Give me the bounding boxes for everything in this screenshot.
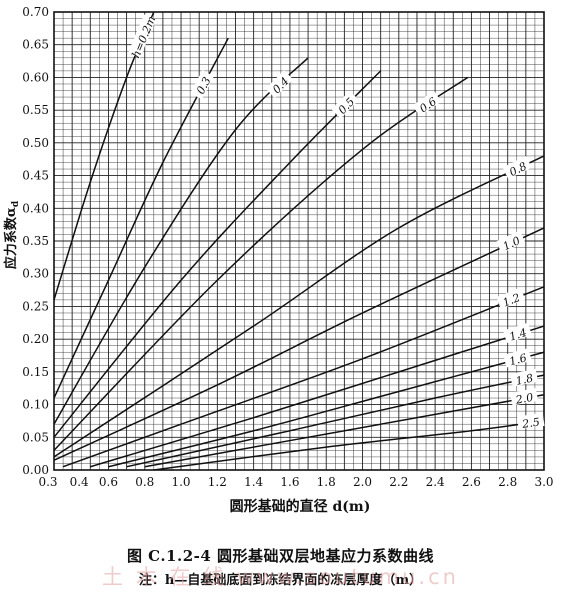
series-label: 1.8 [515, 372, 535, 388]
x-tick-label: 2.0 [353, 475, 372, 489]
series-line-11 [144, 394, 545, 468]
series-label-bg [331, 90, 359, 119]
series-line-9 [108, 351, 545, 468]
series-line-7 [62, 286, 545, 468]
y-tick-label: 0.45 [22, 169, 49, 183]
y-tick-label: 0.25 [22, 299, 49, 313]
plot-frame [53, 11, 545, 471]
y-tick-label: 0.65 [22, 38, 49, 52]
series-label: 2.0 [514, 391, 535, 407]
series-line-5 [53, 155, 545, 458]
series-line-4 [53, 76, 469, 451]
y-tick-label: 0.40 [22, 201, 49, 215]
y-tick-label: 0.20 [22, 332, 49, 346]
figure-caption: 图 C.1.2-4 圆形基础双层地基应力系数曲线 [126, 547, 435, 565]
y-tick-label: 0.00 [22, 463, 49, 477]
series-label: 2.5 [520, 416, 540, 431]
x-axis-label: 圆形基础的直径 d(m) [230, 498, 371, 515]
figure-note: 注：h—自基础底面到冻结界面的冻层厚度（m） [138, 573, 423, 588]
y-axis-label-subscript: d [11, 200, 21, 207]
x-tick-label: 0.6 [99, 475, 118, 489]
y-tick-label: 0.55 [22, 103, 49, 117]
x-tick-label: 2.4 [426, 475, 445, 489]
y-tick-label: 0.10 [22, 398, 49, 412]
series-line-10 [126, 374, 545, 468]
x-tick-label: 1.6 [280, 475, 299, 489]
series-label: 1.2 [501, 291, 522, 310]
series-line-6 [53, 227, 545, 461]
series-label-bg [516, 413, 545, 430]
series-label: h=0.2m [129, 14, 158, 60]
y-tick-label: 0.60 [22, 70, 49, 84]
y-tick-label: 0.50 [22, 136, 49, 150]
curve-labels: h=0.2m0.3 0.40.5 0.60.81.01.21.41.61.82.02… [128, 14, 545, 431]
series-label-bg [503, 348, 532, 368]
series-label-bg [496, 287, 526, 310]
y-tick-label: 0.70 [22, 5, 49, 19]
series-label-bg [496, 230, 526, 254]
x-tick-label: 1.0 [171, 475, 190, 489]
series-label-bg [502, 155, 532, 180]
x-tick-label: 0.4 [70, 475, 89, 489]
series-label-bg [265, 70, 294, 98]
axis-ticks: 0.3 0.4 0.6 0.8 1.0 1.2 1.4 1.6 1.8 2.0 2.2 2.4 2.6 2… [22, 5, 553, 489]
x-tick-label: 1.2 [208, 475, 227, 489]
series-line-3 [53, 70, 382, 438]
series-line-8 [90, 325, 545, 468]
series-label: 1.4 [508, 326, 529, 344]
x-tick-label: 3.0 [534, 475, 553, 489]
x-tick-label: 1.8 [317, 475, 336, 489]
series-label-bg [503, 322, 532, 343]
series-label-bg [412, 90, 442, 117]
x-tick-label: 2.8 [498, 475, 517, 489]
x-tick-label: 0.3 [38, 475, 57, 489]
x-tick-label: 1.4 [244, 475, 263, 489]
x-tick-label: 0.8 [135, 475, 154, 489]
x-tick-label: 2.2 [389, 475, 408, 489]
series-line-12 [153, 420, 545, 471]
series-label: 1.6 [508, 351, 528, 368]
series-label-bg [190, 70, 214, 100]
y-tick-label: 0.15 [22, 365, 49, 379]
x-tick-label: 2.6 [462, 475, 481, 489]
series-label-bg [510, 388, 539, 406]
y-axis-label: 应力系数αd [3, 200, 21, 269]
y-tick-label: 0.05 [22, 430, 49, 444]
y-tick-label: 0.35 [22, 234, 49, 248]
chart-grid [53, 11, 545, 471]
series-label-bg [510, 368, 539, 387]
y-axis-label-main: 应力系数α [3, 207, 19, 269]
y-tick-label: 0.30 [22, 267, 49, 281]
series-label-bg [128, 14, 157, 59]
